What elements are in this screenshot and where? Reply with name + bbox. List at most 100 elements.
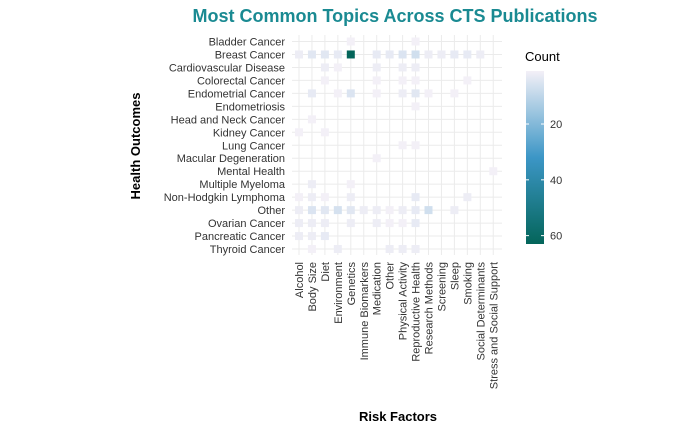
heatmap-cell bbox=[450, 206, 459, 215]
heatmap-cell bbox=[398, 219, 407, 228]
y-tick-label: Lung Cancer bbox=[222, 140, 285, 152]
heatmap-cell bbox=[320, 128, 329, 137]
x-tick-label: Body Size bbox=[307, 262, 319, 312]
y-tick-label: Macular Degeneration bbox=[177, 153, 285, 165]
x-tick-label: Physical Activity bbox=[398, 262, 410, 341]
heatmap-cell bbox=[307, 50, 316, 59]
heatmap-cell bbox=[463, 50, 472, 59]
heatmap-cell bbox=[411, 50, 420, 59]
heatmap-cell bbox=[346, 37, 355, 46]
heatmap-cell bbox=[307, 219, 316, 228]
heatmap-cell bbox=[346, 89, 355, 98]
heatmap-cell bbox=[424, 50, 433, 59]
heatmap-cell bbox=[333, 245, 342, 254]
x-tick-label: Immune Biomarkers bbox=[359, 262, 371, 361]
x-tick-label: Screening bbox=[436, 262, 448, 312]
color-legend: Count 20 40 60 bbox=[525, 49, 562, 244]
y-tick-label: Multiple Myeloma bbox=[199, 179, 285, 191]
heatmap-cell bbox=[359, 206, 368, 215]
heatmap-cell bbox=[398, 50, 407, 59]
x-tick-label: Research Methods bbox=[424, 262, 436, 355]
heatmap-cell bbox=[476, 50, 485, 59]
x-tick-label: Reproductive Health bbox=[411, 262, 423, 362]
heatmap-cell bbox=[398, 141, 407, 150]
heatmap-cells bbox=[295, 37, 498, 254]
heatmap-cell bbox=[307, 180, 316, 189]
heatmap-cell bbox=[398, 89, 407, 98]
y-tick-label: Mental Health bbox=[217, 166, 285, 178]
legend-tick-label: 20 bbox=[550, 119, 562, 131]
heatmap-cell bbox=[372, 63, 381, 72]
heatmap-cell bbox=[346, 50, 355, 59]
y-tick-label: Colorectal Cancer bbox=[197, 75, 285, 87]
heatmap-cell bbox=[424, 89, 433, 98]
heatmap-cell bbox=[346, 219, 355, 228]
heatmap-cell bbox=[372, 154, 381, 163]
heatmap-cell bbox=[307, 232, 316, 241]
heatmap-cell bbox=[398, 245, 407, 254]
heatmap-cell bbox=[450, 89, 459, 98]
y-tick-label: Head and Neck Cancer bbox=[171, 114, 286, 126]
y-tick-label: Thyroid Cancer bbox=[210, 244, 286, 256]
heatmap-cell bbox=[411, 63, 420, 72]
x-tick-label: Genetics bbox=[346, 262, 358, 306]
heatmap-cell bbox=[372, 89, 381, 98]
heatmap-cell bbox=[437, 50, 446, 59]
heatmap-cell bbox=[372, 50, 381, 59]
heatmap-cell bbox=[295, 50, 303, 59]
heatmap-cell bbox=[307, 89, 316, 98]
x-tick-label: Alcohol bbox=[294, 262, 306, 298]
heatmap-cell bbox=[398, 206, 407, 215]
heatmap-cell bbox=[463, 193, 472, 202]
heatmap-cell bbox=[372, 206, 381, 215]
heatmap-cell bbox=[385, 206, 394, 215]
x-tick-label: Smoking bbox=[462, 262, 474, 305]
y-tick-label: Non-Hodgkin Lymphoma bbox=[164, 192, 286, 204]
legend-colorbar bbox=[526, 71, 544, 244]
heatmap-cell bbox=[385, 245, 394, 254]
x-tick-label: Medication bbox=[372, 262, 384, 315]
heatmap-cell bbox=[411, 102, 420, 111]
chart-title: Most Common Topics Across CTS Publicatio… bbox=[192, 6, 597, 26]
heatmap-cell bbox=[411, 141, 420, 150]
x-tick-label: Other bbox=[385, 262, 397, 290]
heatmap-cell bbox=[424, 206, 433, 215]
heatmap-cell bbox=[307, 193, 316, 202]
heatmap-cell bbox=[333, 63, 342, 72]
y-tick-label: Cardiovascular Disease bbox=[169, 62, 285, 74]
y-tick-label: Endometrial Cancer bbox=[188, 88, 286, 100]
heatmap-cell bbox=[346, 180, 355, 189]
y-tick-label: Kidney Cancer bbox=[213, 127, 285, 139]
heatmap-cell bbox=[295, 219, 303, 228]
heatmap-cell bbox=[320, 206, 329, 215]
heatmap-cell bbox=[320, 219, 329, 228]
heatmap-cell bbox=[346, 193, 355, 202]
x-tick-label: Stress and Social Support bbox=[488, 262, 500, 389]
heatmap-cell bbox=[307, 115, 316, 124]
heatmap-cell bbox=[320, 50, 329, 59]
heatmap-cell bbox=[411, 37, 420, 46]
heatmap-cell bbox=[372, 76, 381, 85]
x-tick-label: Social Determinants bbox=[475, 262, 487, 361]
heatmap-cell bbox=[398, 76, 407, 85]
y-tick-label: Ovarian Cancer bbox=[208, 218, 285, 230]
heatmap-cell bbox=[307, 206, 316, 215]
x-axis-title: Risk Factors bbox=[359, 409, 437, 424]
heatmap-cell bbox=[463, 76, 472, 85]
heatmap-cell bbox=[398, 63, 407, 72]
heatmap-cell bbox=[385, 219, 394, 228]
heatmap-cell bbox=[295, 206, 303, 215]
x-axis-ticks: Alcohol Body Size Diet Environment Genetics I… bbox=[294, 262, 500, 390]
heatmap-cell bbox=[320, 76, 329, 85]
x-tick-label: Environment bbox=[333, 262, 345, 324]
heatmap-cell bbox=[411, 89, 420, 98]
heatmap-cell bbox=[372, 219, 381, 228]
heatmap-cell bbox=[295, 232, 303, 241]
heatmap-cell bbox=[320, 193, 329, 202]
heatmap-cell bbox=[411, 193, 420, 202]
heatmap-cell bbox=[411, 206, 420, 215]
heatmap-cell bbox=[333, 206, 342, 215]
y-tick-label: Endometriosis bbox=[215, 101, 285, 113]
